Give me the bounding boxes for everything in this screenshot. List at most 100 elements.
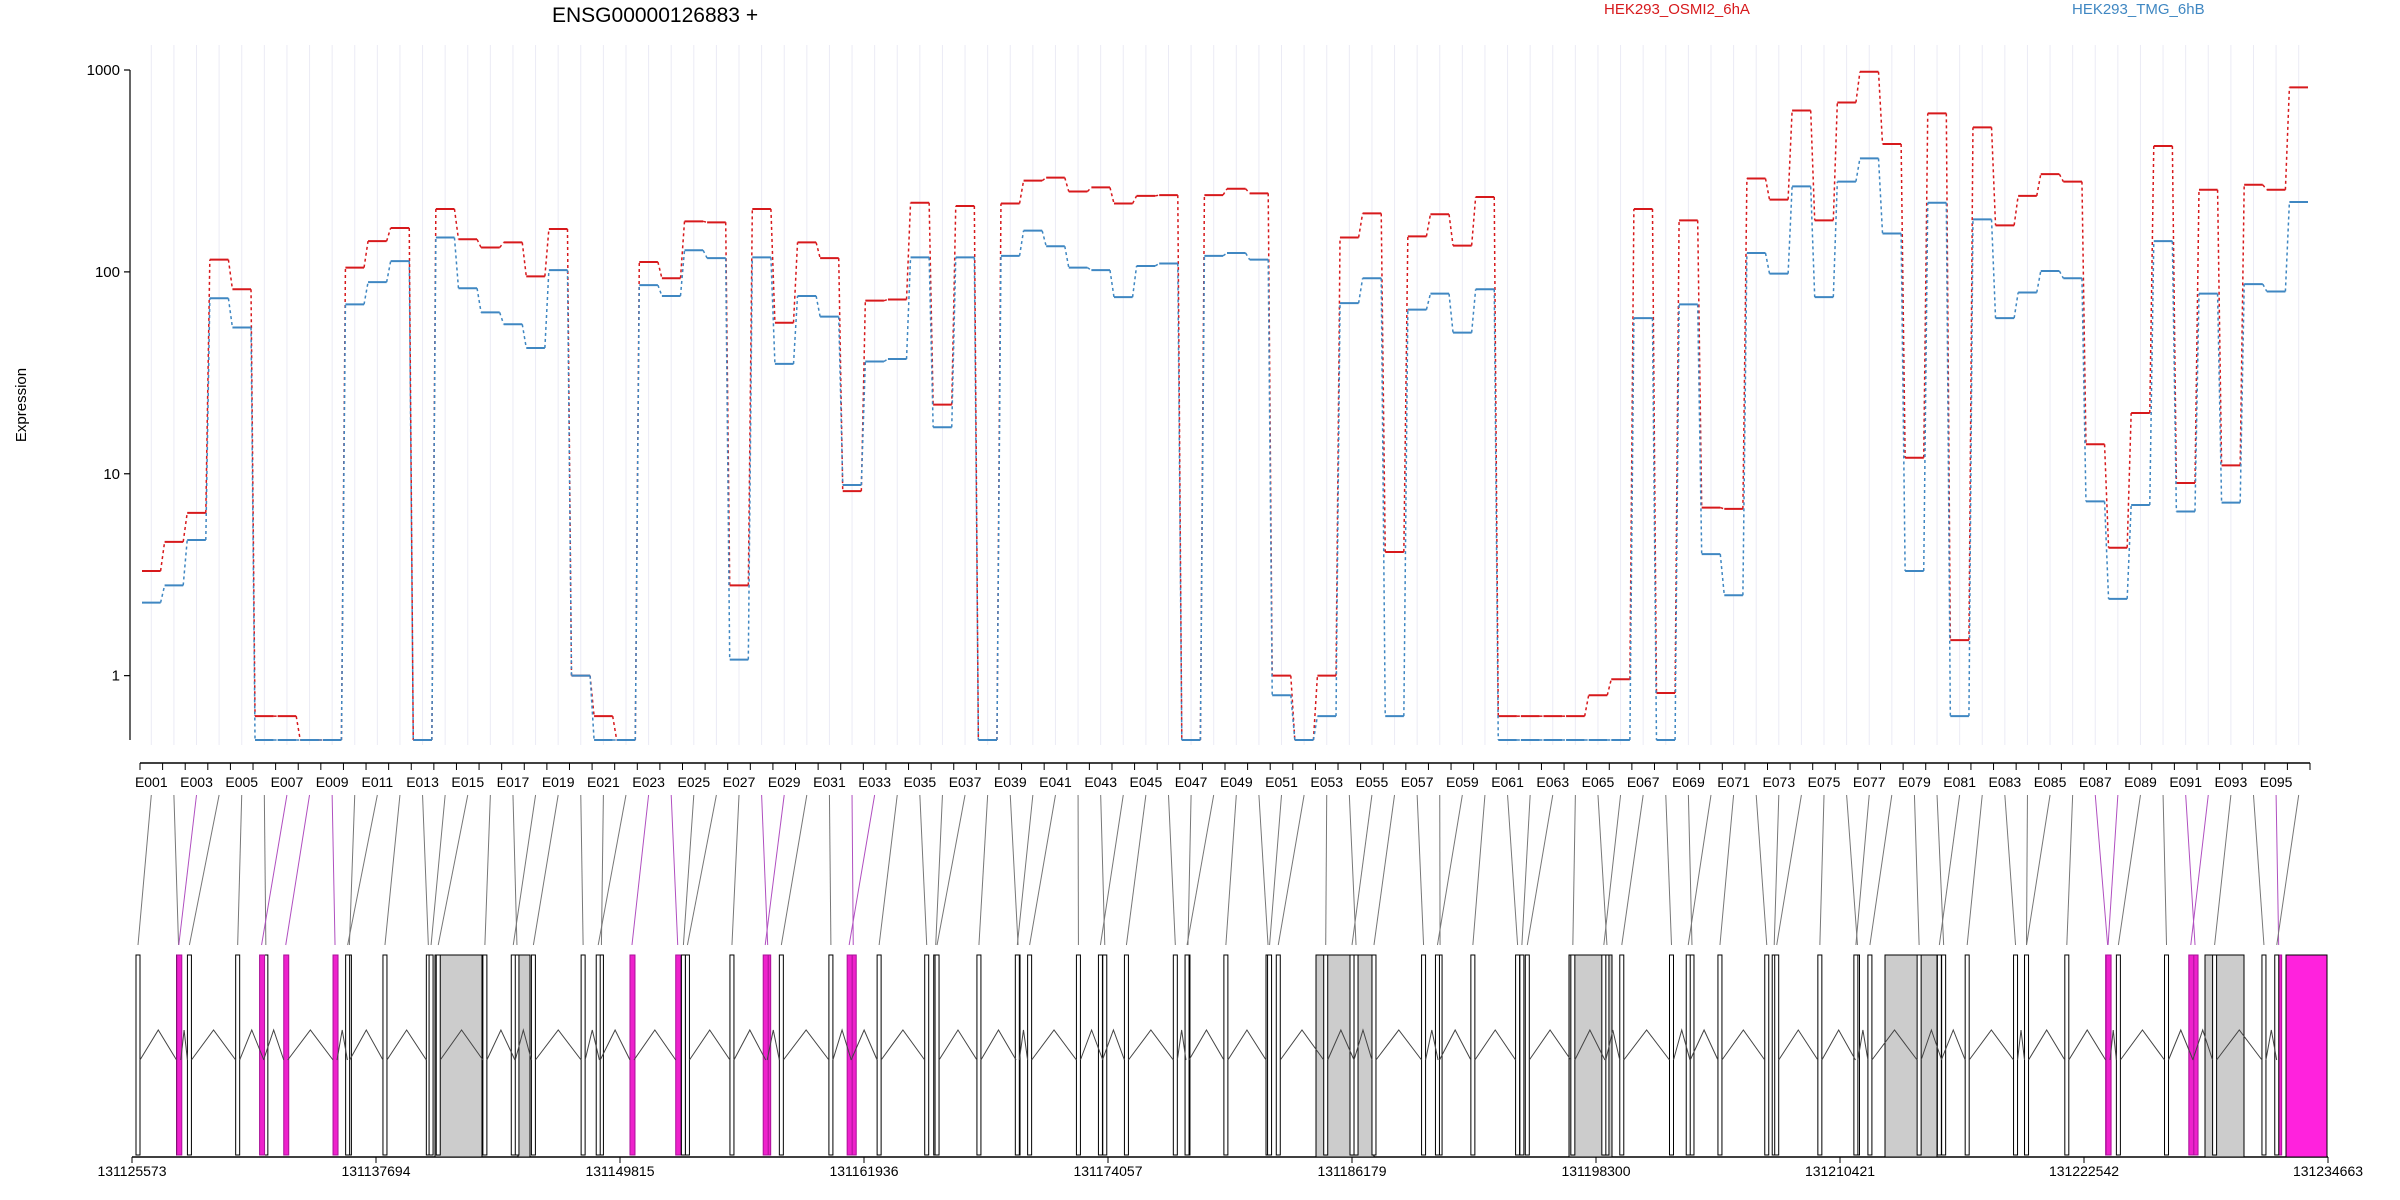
exon-connector (2275, 794, 2280, 946)
exon-connector (1225, 794, 1237, 946)
intron-line (2068, 1029, 2107, 1061)
series-step (1787, 186, 1793, 274)
series-0 (142, 70, 2308, 741)
exon-connector (178, 794, 198, 946)
exon-box (435, 954, 441, 1156)
series-step (2126, 505, 2132, 599)
coordinate-label: 131137694 (341, 1163, 410, 1179)
exon-label: E073 (1762, 774, 1795, 790)
intron-line (2265, 1029, 2278, 1061)
intron-line (514, 1028, 532, 1061)
exon-box (1353, 954, 1359, 1156)
series-step (1222, 188, 1228, 196)
series-step (1832, 102, 1839, 221)
exon-connector (631, 794, 650, 946)
series-step (1968, 219, 1974, 717)
intron-line (1528, 1029, 1572, 1061)
exon-box (762, 954, 769, 1156)
exon-label: E063 (1536, 774, 1569, 790)
series-step (2216, 293, 2223, 503)
intron-line (2109, 1029, 2117, 1061)
series-step (1244, 252, 1251, 261)
exon-box (1014, 954, 1020, 1156)
series-step (2058, 173, 2065, 182)
series-lines (142, 70, 2308, 741)
exon-label: E053 (1310, 774, 1343, 790)
exon-label: E071 (1717, 774, 1750, 790)
vertical-grid (150, 45, 2300, 745)
series-step (1041, 230, 1047, 247)
series-step (860, 300, 867, 492)
series-step (2126, 412, 2132, 548)
series-step (1448, 214, 1454, 246)
exon-box (1817, 954, 1823, 1156)
exon-box (675, 954, 682, 1156)
exon-connector (1869, 794, 1893, 946)
exon-connector (1167, 794, 1176, 946)
series-step (1764, 178, 1771, 200)
series-step (1335, 237, 1341, 676)
intron-line (850, 1028, 878, 1061)
exon-connector (731, 794, 740, 946)
series-step (1018, 230, 1025, 257)
intron-line (1375, 1029, 1422, 1061)
exon-connector (1016, 794, 1034, 946)
exon-connector (1572, 794, 1576, 946)
series-step (1357, 278, 1364, 304)
exon-connector (2214, 794, 2232, 946)
series-1 (142, 157, 2308, 741)
exon-connector (348, 794, 356, 946)
exon-box (934, 954, 940, 1156)
exon-label: E093 (2215, 774, 2248, 790)
coordinate-label: 131125573 (97, 1163, 166, 1179)
exon-box (680, 954, 686, 1156)
intron-line (191, 1029, 237, 1061)
intron-line (336, 1029, 348, 1061)
intron-line (1353, 1028, 1373, 1061)
exon-label: E089 (2124, 774, 2157, 790)
exon-box (1570, 954, 1576, 1156)
series-step (227, 298, 234, 328)
exon-box (1519, 954, 1525, 1156)
series-step (2081, 278, 2087, 502)
series-step (837, 258, 844, 492)
intron-line (1425, 1029, 1439, 1061)
intron-line (2017, 1029, 2025, 1061)
exon-connector (1913, 794, 1920, 946)
exon-connector (686, 794, 717, 946)
exon-box (2164, 954, 2170, 1156)
exon-label: E019 (542, 774, 575, 790)
exon-connector (2026, 794, 2051, 946)
exon-box (828, 954, 834, 1156)
intron-line (938, 1029, 978, 1061)
exon-box (778, 954, 784, 1156)
exon-box (976, 954, 982, 1156)
coordinate-label: 131161936 (829, 1163, 898, 1179)
series-step (1990, 127, 1997, 226)
series-step (1086, 266, 1092, 271)
series-step (385, 261, 392, 283)
intron-line (880, 1029, 926, 1061)
exon-box (1717, 954, 1723, 1156)
exon-label: E005 (225, 774, 258, 790)
legend-entry-tmg: HEK293_TMG_6hB (2072, 1, 2205, 18)
exon-connector (1277, 794, 1305, 946)
series-step (1041, 177, 1047, 182)
intron-line (1128, 1029, 1174, 1061)
exon-label: E039 (994, 774, 1027, 790)
exon-connector (430, 794, 446, 946)
exon-connector (2004, 794, 2017, 946)
exon-connector (780, 794, 808, 946)
series-step (1199, 255, 1206, 741)
y-tick-label: 100 (95, 264, 120, 281)
exon-connector (2094, 794, 2109, 946)
exon-label: E027 (723, 774, 756, 790)
series-step (2239, 184, 2245, 466)
series-step (1312, 716, 1319, 741)
intron-line (386, 1029, 427, 1061)
gene-model (132, 954, 2328, 1158)
gene-block (1884, 954, 1938, 1158)
exon-connector (331, 794, 336, 946)
series-step (837, 316, 844, 485)
